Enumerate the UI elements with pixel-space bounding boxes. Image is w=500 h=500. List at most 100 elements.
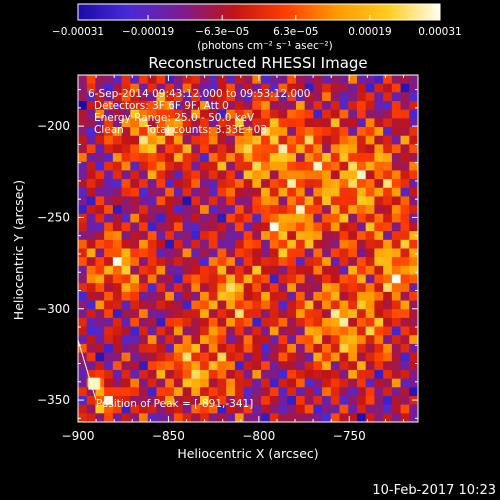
y-tick-label: −300 <box>37 302 70 316</box>
heatmap-cell <box>130 222 140 232</box>
heatmap-cell <box>121 300 131 310</box>
heatmap-cell <box>295 127 306 137</box>
heatmap-cell <box>295 335 306 345</box>
heatmap-cell <box>234 413 245 423</box>
heatmap-cell <box>95 161 105 171</box>
heatmap-cell <box>104 326 114 336</box>
heatmap-cell <box>383 92 393 102</box>
heatmap-cell <box>86 274 96 284</box>
heatmap-cell <box>356 291 367 301</box>
heatmap-cell <box>383 83 393 93</box>
heatmap-cell <box>121 257 131 267</box>
heatmap-cell <box>243 361 253 371</box>
heatmap-cell <box>261 343 271 354</box>
heatmap-cell <box>78 343 88 354</box>
heatmap-cell <box>173 343 184 354</box>
heatmap-cell <box>139 83 149 93</box>
heatmap-cell <box>391 283 401 293</box>
heatmap-cell <box>304 274 314 284</box>
heatmap-cell <box>322 352 332 362</box>
heatmap-cell <box>261 83 271 93</box>
heatmap-cell <box>139 326 149 336</box>
heatmap-cell <box>356 179 367 189</box>
heatmap-cell <box>348 161 358 171</box>
heatmap-cell <box>243 205 253 215</box>
heatmap-cell <box>278 257 288 267</box>
heatmap-cell <box>269 205 279 215</box>
heatmap-cell <box>330 317 340 327</box>
heatmap-cell <box>156 335 166 345</box>
heatmap-cell <box>339 395 349 406</box>
heatmap-cell <box>234 352 245 362</box>
plot-timestamp: 10-Feb-2017 10:23 <box>372 483 496 498</box>
heatmap-cell <box>304 387 314 397</box>
heatmap-cell <box>409 387 419 397</box>
heatmap-cell <box>200 361 210 371</box>
heatmap-cell <box>130 144 140 154</box>
heatmap-cell <box>374 92 384 102</box>
heatmap-cell <box>383 187 393 197</box>
heatmap-cell <box>173 179 184 189</box>
heatmap-cell <box>261 75 271 85</box>
heatmap-cell <box>200 239 210 249</box>
heatmap-cell <box>147 395 157 406</box>
heatmap-cell <box>261 153 271 163</box>
heatmap-cell <box>208 144 218 154</box>
heatmap-cell <box>130 213 140 223</box>
heatmap-cell <box>409 101 419 111</box>
heatmap-cell <box>322 387 332 397</box>
heatmap-cell <box>295 153 306 163</box>
heatmap-cell <box>95 265 105 275</box>
heatmap-cell <box>365 179 375 189</box>
heatmap-cell <box>104 413 114 423</box>
heatmap-cell <box>313 257 323 267</box>
heatmap-cell <box>400 300 410 310</box>
heatmap-cell <box>86 109 96 119</box>
heatmap-cell <box>278 326 288 336</box>
heatmap-cell <box>86 352 96 362</box>
heatmap-cell <box>200 196 210 206</box>
heatmap-cell <box>356 309 367 319</box>
heatmap-cell <box>173 161 184 171</box>
plot-area: −900 −850 −800 −750 −200−250−300−350 6-Sep-… <box>37 74 419 443</box>
heatmap-cell <box>348 352 358 362</box>
heatmap-cell <box>243 378 253 388</box>
chart-title: Reconstructed RHESSI Image <box>148 54 367 72</box>
heatmap-cell <box>226 205 236 215</box>
heatmap-cell <box>226 109 236 119</box>
heatmap-cell <box>374 118 384 128</box>
heatmap-cell <box>156 144 166 154</box>
heatmap-cell <box>86 187 96 197</box>
heatmap-cell <box>304 153 314 163</box>
heatmap-cell <box>165 179 175 189</box>
heatmap-cell <box>147 369 157 380</box>
heatmap-cell <box>208 118 218 128</box>
heatmap-cell <box>234 291 245 301</box>
heatmap-cell <box>278 265 288 275</box>
heatmap-cell <box>287 170 297 180</box>
heatmap-cell <box>339 352 349 362</box>
heatmap-cell <box>409 343 419 354</box>
heatmap-cell <box>322 343 332 354</box>
heatmap-cell <box>226 317 236 327</box>
heatmap-cell <box>383 361 393 371</box>
heatmap-cell <box>252 196 262 206</box>
heatmap-cell <box>234 161 245 171</box>
heatmap-cell <box>147 135 157 145</box>
heatmap-cell <box>365 75 375 85</box>
heatmap-cell <box>261 361 271 371</box>
heatmap-cell <box>365 187 375 197</box>
heatmap-cell <box>409 291 419 301</box>
heatmap-cell <box>226 118 236 128</box>
heatmap-cell <box>261 309 271 319</box>
heatmap-cell <box>365 309 375 319</box>
heatmap-cell <box>226 222 236 232</box>
heatmap-cell <box>130 205 140 215</box>
heatmap-cell <box>365 378 375 388</box>
heatmap-cell <box>261 187 271 197</box>
heatmap-cell <box>295 378 306 388</box>
heatmap-cell <box>365 118 375 128</box>
heatmap-cell <box>139 239 149 249</box>
heatmap-cell <box>217 291 227 301</box>
heatmap-cell <box>147 387 157 397</box>
